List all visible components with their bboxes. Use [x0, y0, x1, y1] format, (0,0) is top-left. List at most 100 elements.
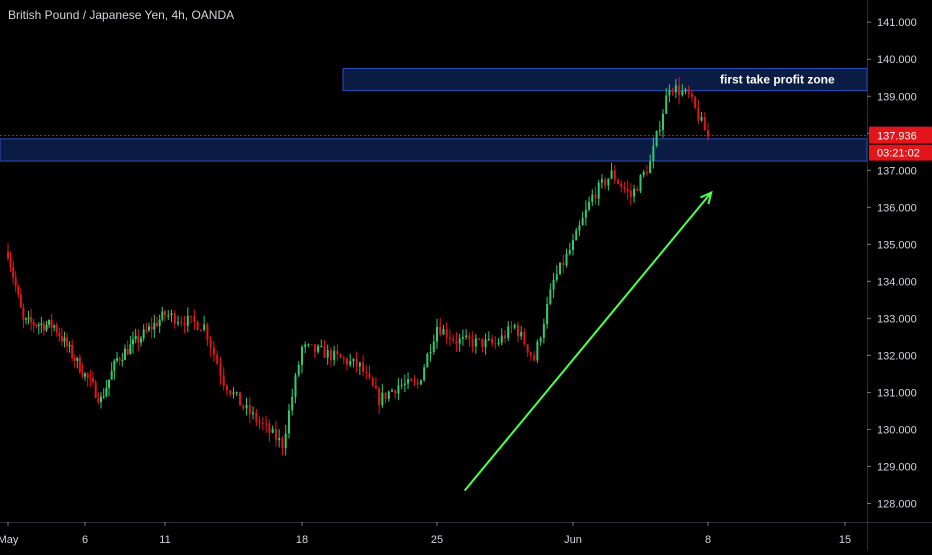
candle-body — [89, 378, 92, 380]
candle-body — [645, 171, 648, 174]
symbol-title: British Pound / Japanese Yen, 4h, OANDA — [8, 8, 235, 22]
candle-body — [374, 385, 377, 389]
candle-body — [639, 175, 642, 191]
candle-body — [50, 319, 53, 328]
candle-body — [623, 186, 626, 189]
candle-body — [148, 326, 150, 331]
candle-body — [206, 324, 209, 340]
candle-body — [387, 391, 390, 399]
candle-body — [500, 335, 503, 343]
candle-body — [452, 338, 455, 341]
axis-corner — [871, 526, 932, 550]
candle-body — [636, 188, 639, 191]
candle-body — [339, 354, 342, 358]
candle-body — [491, 338, 494, 344]
price-tick-label: 136.000 — [877, 202, 917, 214]
candle-body — [216, 354, 219, 365]
price-tick-label: 132.000 — [877, 350, 917, 362]
candle-body — [426, 353, 429, 368]
candle-body — [403, 383, 406, 385]
candle-body — [533, 355, 536, 361]
candle-body — [177, 322, 180, 324]
candle-body — [468, 335, 471, 340]
candle-body — [252, 412, 255, 415]
candle-body — [301, 346, 303, 365]
candle-body — [235, 392, 238, 394]
candle-body — [565, 253, 568, 266]
candle-body — [97, 397, 100, 403]
candle-body — [445, 328, 448, 338]
time-tick-label: 8 — [705, 534, 711, 546]
candle-body — [209, 339, 212, 348]
candle-body — [591, 194, 594, 202]
candle-body — [268, 423, 271, 433]
candle-body — [167, 315, 170, 317]
candle-body — [45, 324, 48, 331]
candle-body — [142, 329, 145, 339]
candle-body — [219, 364, 222, 376]
countdown-value: 03:21:02 — [877, 148, 920, 160]
candle-body — [229, 390, 232, 395]
price-tick-label: 133.000 — [877, 313, 917, 325]
candle-body — [555, 274, 558, 280]
candle-body — [497, 342, 500, 344]
countdown-badge — [869, 144, 932, 161]
candle-body — [423, 367, 426, 381]
candle-body — [458, 338, 461, 344]
candle-body — [416, 382, 419, 385]
price-tick-label: 128.000 — [877, 498, 917, 510]
candle-body — [86, 373, 89, 379]
candle-body — [432, 341, 435, 352]
candle-body — [671, 90, 674, 93]
candle-body — [245, 404, 248, 409]
candle-body — [604, 179, 607, 186]
candle-body — [129, 344, 132, 355]
candle-body — [134, 335, 137, 340]
candle-body — [320, 345, 323, 347]
price-badge-value: 137.936 — [877, 131, 917, 143]
candle-body — [63, 337, 66, 342]
candle-body — [542, 324, 545, 339]
candle-body — [291, 396, 294, 411]
candle-body — [410, 379, 413, 382]
candle-body — [642, 171, 645, 176]
candle-body — [407, 379, 410, 384]
candle-body — [684, 89, 687, 92]
candle-body — [358, 362, 361, 367]
candle-body — [158, 319, 161, 326]
candle-body — [678, 85, 681, 96]
candle-body — [442, 328, 445, 335]
candle-body — [121, 359, 124, 361]
candle-body — [113, 360, 116, 371]
price-tick-label: 141.000 — [877, 17, 917, 29]
candle-body — [581, 217, 584, 226]
candle-body — [362, 362, 365, 373]
price-tick-label: 134.000 — [877, 276, 917, 288]
time-tick-label: 25 — [431, 534, 443, 546]
candle-body — [239, 392, 242, 406]
candle-body — [562, 262, 565, 266]
candle-body — [600, 179, 603, 183]
candle-body — [287, 410, 290, 434]
candle-body — [597, 182, 600, 199]
candle-body — [487, 338, 490, 340]
time-tick-label: 11 — [159, 534, 170, 546]
candle-body — [559, 262, 562, 275]
price-tick-label: 139.000 — [877, 91, 917, 103]
candle-body — [513, 324, 516, 328]
candle-body — [429, 351, 432, 354]
candle-body — [349, 361, 352, 365]
candle-body — [317, 345, 320, 352]
candle-body — [150, 326, 153, 330]
candle-body — [494, 343, 497, 345]
candle-body — [48, 319, 51, 325]
candle-body — [164, 311, 166, 316]
candle-body — [73, 357, 76, 361]
candle-body — [78, 357, 81, 373]
candle-body — [690, 93, 693, 97]
candle-body — [516, 324, 519, 337]
candle-body — [578, 225, 581, 231]
candle-body — [225, 385, 228, 391]
